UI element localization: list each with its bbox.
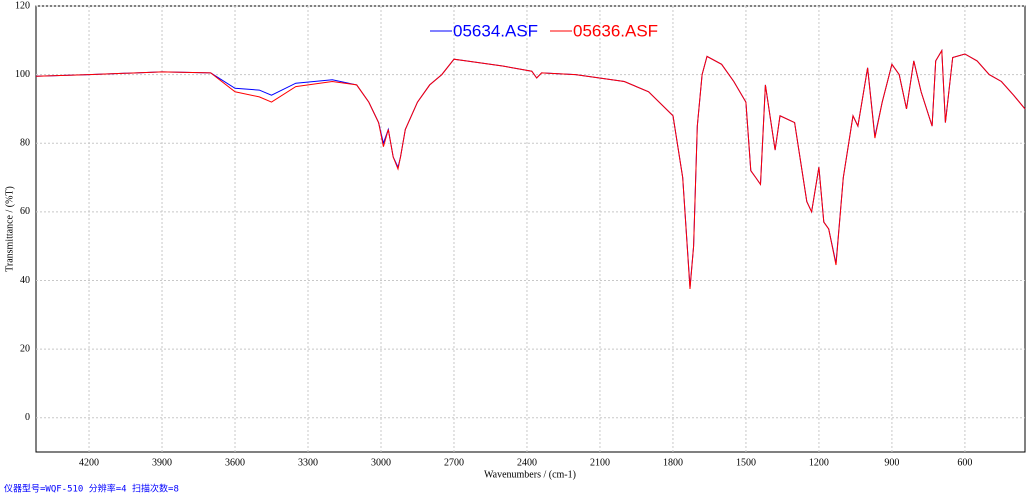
y-tick-label: 0 bbox=[25, 412, 30, 423]
x-tick-label: 2100 bbox=[590, 457, 610, 468]
x-tick-label: 3000 bbox=[371, 457, 391, 468]
x-tick-label: 1800 bbox=[663, 457, 683, 468]
x-tick-label: 3300 bbox=[298, 457, 318, 468]
x-tick-label: 600 bbox=[957, 457, 972, 468]
x-tick-label: 900 bbox=[884, 457, 899, 468]
y-tick-label: 20 bbox=[20, 343, 30, 354]
x-tick-label: 1500 bbox=[736, 457, 756, 468]
x-tick-label: 2700 bbox=[444, 457, 464, 468]
y-tick-label: 80 bbox=[20, 138, 30, 149]
x-tick-label: 3900 bbox=[152, 457, 172, 468]
footer: 仪器型号=WQF-510 分辨率=4 扫描次数=8 bbox=[4, 483, 179, 495]
y-axis-label: Transmittance / (%T) bbox=[4, 186, 15, 272]
series-line bbox=[35, 48, 1026, 288]
plot-frame bbox=[35, 5, 1026, 453]
y-tick-label: 120 bbox=[15, 0, 30, 11]
legend-label: 05636.ASF bbox=[573, 21, 658, 40]
series-line bbox=[35, 48, 1026, 290]
legend-label: 05634.ASF bbox=[453, 21, 538, 40]
y-tick-label: 40 bbox=[20, 275, 30, 286]
x-tick-label: 1200 bbox=[809, 457, 829, 468]
x-tick-label: 3600 bbox=[225, 457, 245, 468]
x-tick-label: 2400 bbox=[517, 457, 537, 468]
y-tick-label: 100 bbox=[15, 69, 30, 80]
x-axis-label: Wavenumbers / (cm-1) bbox=[484, 469, 576, 480]
y-tick-label: 60 bbox=[20, 206, 30, 217]
x-tick-label: 4200 bbox=[79, 457, 99, 468]
